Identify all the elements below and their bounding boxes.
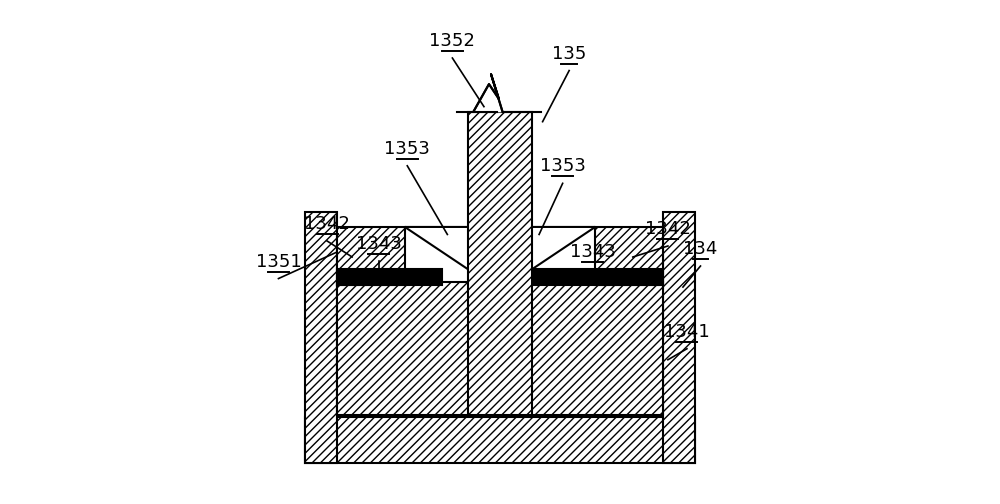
Text: 1353: 1353 (384, 140, 430, 158)
Polygon shape (473, 74, 503, 112)
Bar (337, 269, 442, 285)
Bar (528, 269, 663, 285)
Text: 1342: 1342 (304, 215, 350, 233)
Text: 1351: 1351 (256, 253, 301, 271)
Text: 1353: 1353 (540, 157, 586, 175)
Bar (468, 112, 532, 415)
Text: 1341: 1341 (664, 323, 710, 341)
Text: 1352: 1352 (429, 32, 475, 50)
Text: 1342: 1342 (645, 220, 691, 238)
Polygon shape (532, 227, 595, 270)
Text: 135: 135 (552, 44, 586, 62)
Text: 1343: 1343 (570, 242, 616, 261)
Bar (337, 282, 663, 415)
Polygon shape (405, 227, 468, 270)
Bar (305, 417, 695, 463)
Bar (337, 227, 405, 285)
Bar (663, 212, 695, 463)
Bar (305, 212, 337, 463)
Bar (595, 227, 663, 285)
Text: 134: 134 (683, 240, 718, 258)
Text: 1343: 1343 (356, 235, 402, 253)
